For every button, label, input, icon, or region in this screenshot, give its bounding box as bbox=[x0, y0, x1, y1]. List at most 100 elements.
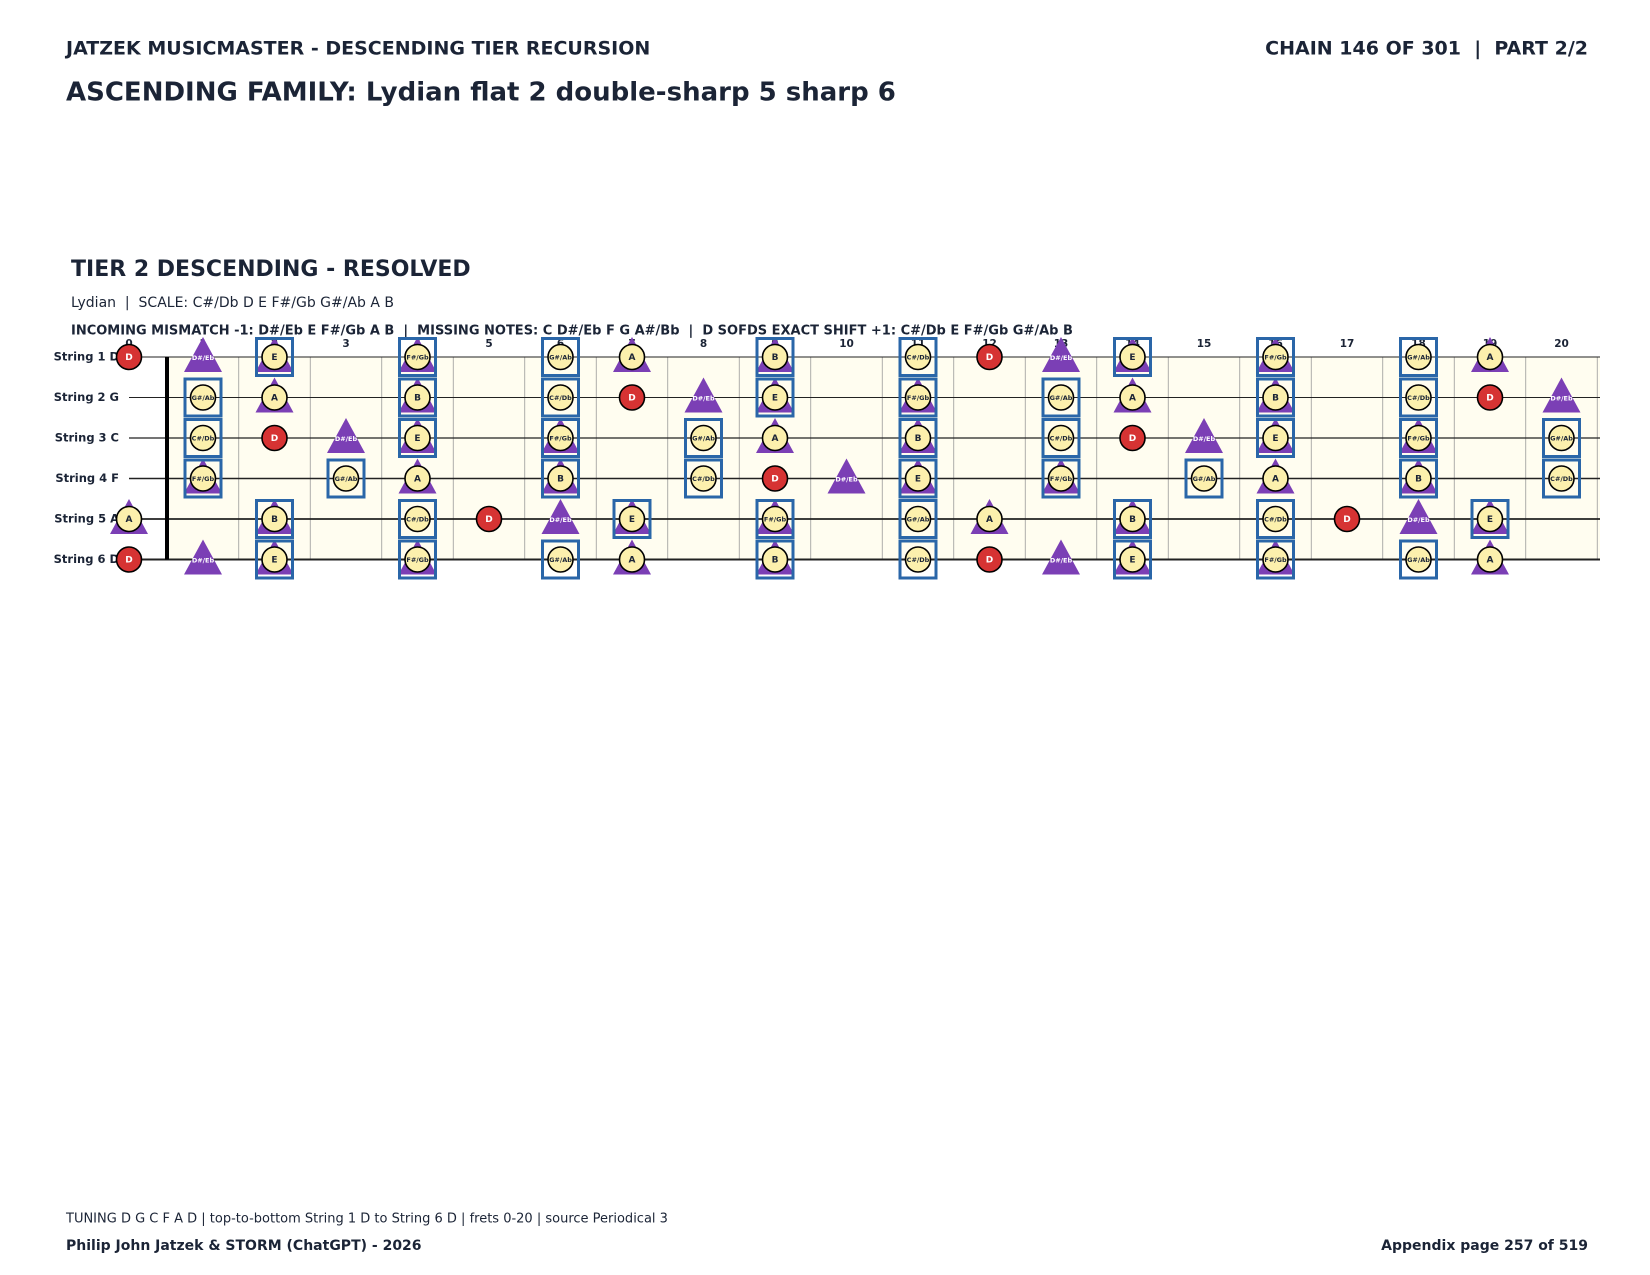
root-note bbox=[976, 343, 1003, 371]
fret-number: 17 bbox=[1340, 338, 1355, 350]
note-label: E bbox=[772, 394, 778, 404]
shift-box bbox=[755, 377, 795, 418]
note-label: A bbox=[271, 394, 278, 404]
note-label: A bbox=[1272, 475, 1279, 485]
mismatch-triangle bbox=[1042, 539, 1080, 575]
note-label: G#/Ab bbox=[1050, 394, 1073, 402]
shift-box bbox=[541, 539, 580, 580]
note-label: B bbox=[772, 353, 779, 363]
shift-box bbox=[398, 499, 437, 539]
scale-note bbox=[1262, 384, 1289, 411]
shift-box bbox=[1113, 337, 1152, 377]
note-label: C#/Db bbox=[1407, 394, 1430, 402]
scale-note bbox=[1119, 384, 1146, 411]
scale-note bbox=[115, 505, 143, 533]
note-label: A bbox=[1487, 556, 1494, 566]
scale-note bbox=[1262, 465, 1289, 492]
scale-note bbox=[904, 465, 932, 492]
scale-note bbox=[1405, 465, 1432, 492]
note-label: D#/Eb bbox=[1550, 395, 1573, 403]
note-label: D bbox=[628, 394, 635, 404]
note-label: D#/Eb bbox=[692, 395, 715, 403]
shift-box bbox=[1542, 458, 1581, 499]
shift-box bbox=[898, 418, 938, 458]
scale-note bbox=[1047, 465, 1075, 492]
scale-note bbox=[1047, 424, 1075, 452]
shift-box bbox=[541, 458, 580, 499]
scale-note bbox=[1119, 505, 1146, 533]
fret-number: 20 bbox=[1554, 338, 1569, 350]
mismatch-triangle bbox=[184, 337, 222, 372]
shift-box bbox=[183, 418, 223, 458]
note-label: E bbox=[1272, 434, 1278, 444]
shift-box bbox=[898, 458, 938, 499]
chain-label: CHAIN 146 OF 301 | PART 2/2 bbox=[1265, 38, 1588, 60]
shift-box bbox=[255, 539, 294, 580]
mismatch-triangle bbox=[541, 499, 580, 534]
note-label: G#/Ab bbox=[549, 556, 572, 564]
note-label: A bbox=[986, 515, 993, 525]
scale-note bbox=[1405, 384, 1432, 411]
note-label: B bbox=[414, 394, 421, 404]
note-label: B bbox=[772, 556, 779, 566]
note-label: F#/Gb bbox=[907, 394, 930, 402]
note-label: D#/Eb bbox=[335, 435, 358, 443]
shift-box bbox=[898, 499, 938, 539]
string-label: String 5 A bbox=[54, 512, 119, 526]
shift-box bbox=[541, 377, 580, 418]
fret-number: 5 bbox=[485, 338, 492, 350]
shift-box bbox=[755, 539, 795, 580]
shift-box bbox=[398, 418, 437, 458]
note-label: G#/Ab bbox=[1407, 354, 1430, 362]
scale-note bbox=[1190, 465, 1218, 492]
shift-box bbox=[898, 539, 938, 580]
scale-note bbox=[261, 546, 288, 573]
shift-box bbox=[398, 337, 437, 377]
scale-note bbox=[904, 424, 932, 452]
scale-note bbox=[690, 424, 717, 452]
root-note bbox=[261, 424, 288, 452]
note-label: C#/Db bbox=[1550, 475, 1573, 483]
shift-box bbox=[1399, 377, 1438, 418]
note-label: E bbox=[271, 556, 277, 566]
note-label: B bbox=[1415, 475, 1422, 485]
scale-note bbox=[904, 343, 932, 371]
series-title: JATZEK MUSICMASTER - DESCENDING TIER REC… bbox=[64, 38, 650, 60]
note-label: G#/Ab bbox=[549, 354, 572, 362]
scale-note bbox=[1405, 424, 1432, 452]
shift-box bbox=[1256, 499, 1295, 539]
scale-note bbox=[404, 343, 431, 371]
shift-box bbox=[898, 337, 938, 377]
section-title: TIER 2 DESCENDING - RESOLVED bbox=[71, 257, 471, 282]
note-label: E bbox=[1487, 515, 1493, 525]
note-label: G#/Ab bbox=[907, 516, 930, 524]
shift-box bbox=[1399, 418, 1438, 458]
note-label: F#/Gb bbox=[549, 435, 572, 443]
scale-note bbox=[1476, 546, 1504, 573]
shift-box bbox=[755, 337, 795, 377]
shift-box bbox=[1399, 539, 1438, 580]
section-subtitle: Lydian | SCALE: C#/Db D E F#/Gb G#/Ab A … bbox=[71, 295, 394, 311]
shift-box bbox=[541, 418, 580, 458]
shift-box bbox=[1256, 337, 1295, 377]
scale-note bbox=[761, 424, 789, 452]
mismatch-triangle bbox=[1542, 377, 1581, 413]
scale-note bbox=[1405, 546, 1432, 573]
mismatch-triangle bbox=[1399, 499, 1438, 534]
fret-number: 10 bbox=[839, 338, 854, 350]
scale-note bbox=[404, 505, 431, 533]
note-label: C#/Db bbox=[549, 394, 572, 402]
string-label: String 2 G bbox=[54, 390, 119, 404]
note-label: G#/Ab bbox=[1550, 435, 1573, 443]
scale-note bbox=[690, 465, 717, 492]
note-label: B bbox=[1129, 515, 1136, 525]
note-label: A bbox=[772, 434, 779, 444]
shift-box bbox=[183, 377, 223, 418]
note-label: D bbox=[771, 475, 778, 485]
note-label: A bbox=[1129, 394, 1136, 404]
root-note bbox=[618, 384, 646, 411]
note-label: G#/Ab bbox=[1407, 556, 1430, 564]
scale-note bbox=[332, 465, 360, 492]
note-label: C#/Db bbox=[192, 435, 215, 443]
